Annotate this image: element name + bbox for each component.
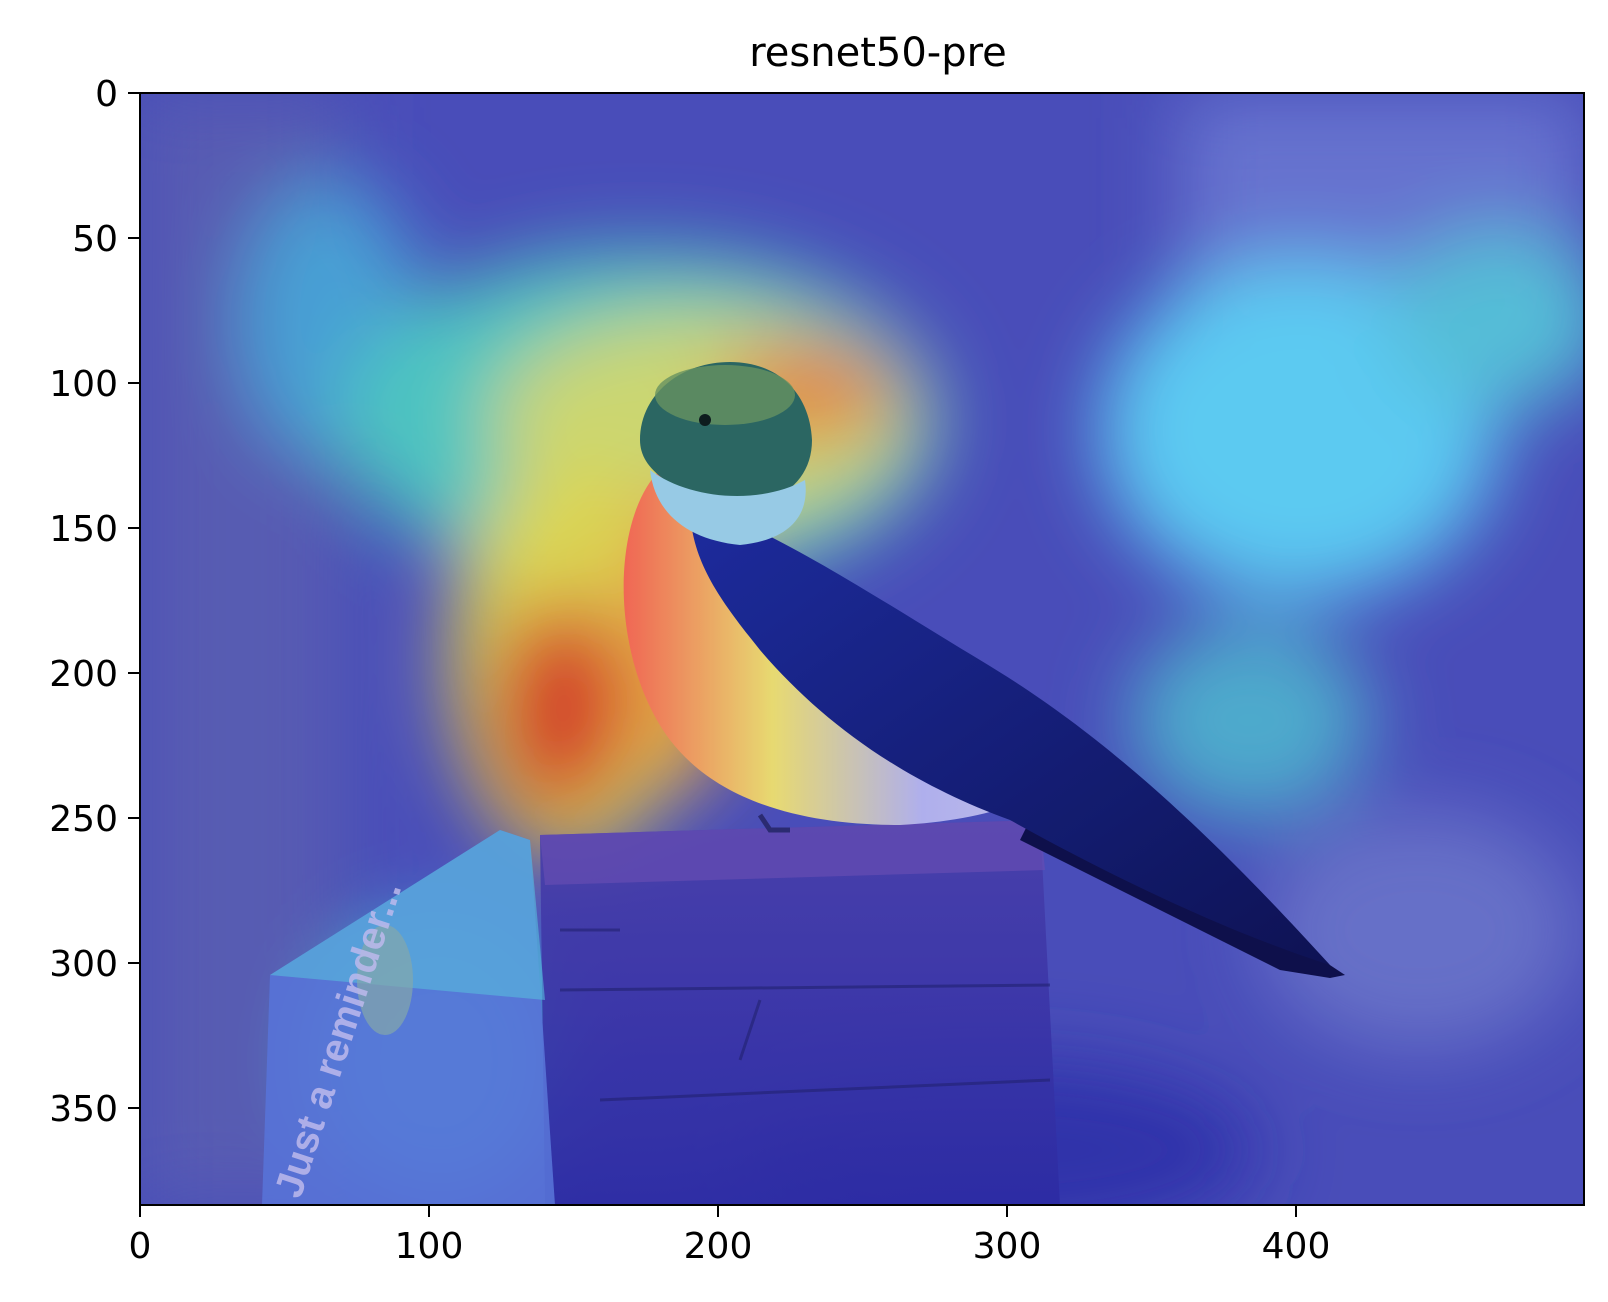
x-tick-label: 400: [1262, 1226, 1331, 1267]
y-tick: 0: [95, 74, 140, 115]
y-tick-label: 50: [72, 219, 118, 260]
y-tick-label: 350: [49, 1089, 118, 1130]
y-tick-label: 200: [49, 654, 118, 695]
y-tick-label: 100: [49, 364, 118, 405]
x-tick-label: 0: [129, 1226, 152, 1267]
x-tick-label: 100: [395, 1226, 464, 1267]
y-tick-label: 150: [49, 509, 118, 550]
reminder-sign: Just a reminder...: [262, 830, 555, 1205]
y-tick: 100: [49, 364, 140, 405]
x-tick: 100: [395, 1205, 464, 1267]
chart-title: resnet50-pre: [749, 30, 1007, 76]
x-tick: 200: [684, 1205, 753, 1267]
x-axis: 0 100 200 300 400: [129, 1205, 1331, 1267]
bird: [623, 362, 1345, 978]
y-tick-label: 0: [95, 74, 118, 115]
y-tick: 250: [49, 799, 140, 840]
bird-eye: [699, 414, 711, 426]
axes-frame: [139, 92, 1585, 1206]
y-tick: 50: [72, 219, 140, 260]
wooden-post: [540, 820, 1060, 1205]
y-tick-label: 250: [49, 799, 118, 840]
y-tick-label: 300: [49, 944, 118, 985]
y-tick: 200: [49, 654, 140, 695]
y-axis: 0 50 100 150 200 250 300 350: [49, 74, 140, 1130]
heatmap-image: Just a reminder...: [140, 93, 1584, 1205]
x-tick-label: 200: [684, 1226, 753, 1267]
x-tick: 300: [973, 1205, 1042, 1267]
y-tick: 150: [49, 509, 140, 550]
y-tick: 350: [49, 1089, 140, 1130]
x-tick: 400: [1262, 1205, 1331, 1267]
y-tick: 300: [49, 944, 140, 985]
x-tick: 0: [129, 1205, 152, 1267]
x-tick-label: 300: [973, 1226, 1042, 1267]
